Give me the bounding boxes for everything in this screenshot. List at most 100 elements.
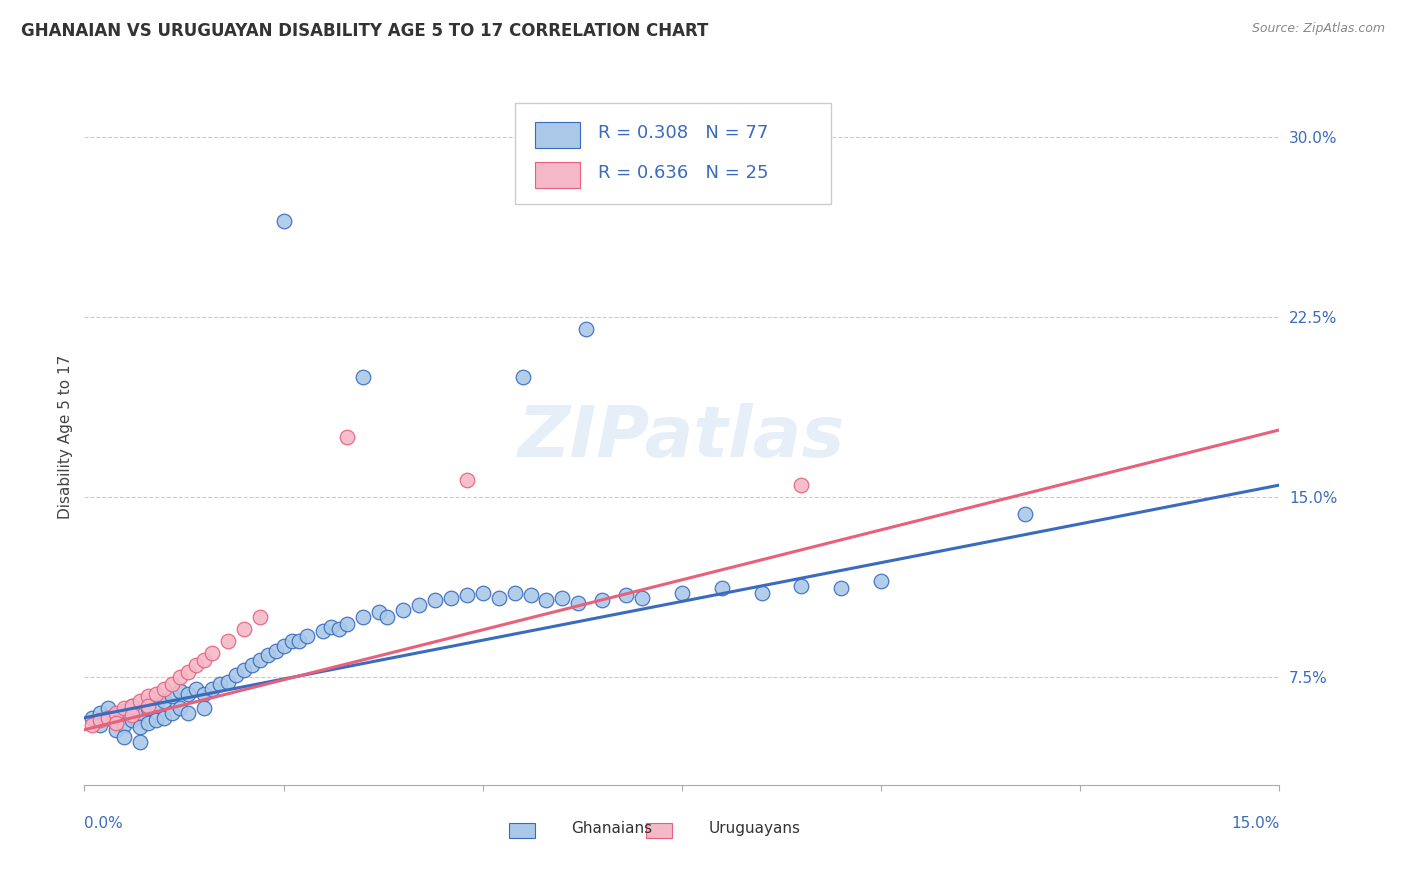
Point bbox=[129, 694, 152, 708]
Point bbox=[249, 610, 271, 624]
Point bbox=[375, 610, 398, 624]
Point bbox=[321, 619, 343, 633]
Point bbox=[225, 667, 247, 681]
Point bbox=[153, 711, 176, 725]
Point bbox=[456, 589, 478, 603]
Point bbox=[82, 711, 104, 725]
Point bbox=[328, 622, 350, 636]
Text: 15.0%: 15.0% bbox=[1232, 815, 1279, 830]
Point bbox=[503, 586, 526, 600]
Point bbox=[256, 648, 278, 663]
Point bbox=[614, 589, 637, 603]
Point bbox=[591, 593, 613, 607]
Point bbox=[184, 658, 207, 673]
Point bbox=[129, 706, 152, 720]
Point bbox=[105, 715, 128, 730]
Point bbox=[105, 708, 128, 723]
Point bbox=[456, 473, 478, 487]
Point bbox=[710, 581, 733, 595]
Point bbox=[184, 681, 207, 696]
Y-axis label: Disability Age 5 to 17: Disability Age 5 to 17 bbox=[58, 355, 73, 519]
Point bbox=[240, 658, 263, 673]
Point bbox=[297, 629, 319, 643]
Point bbox=[201, 681, 224, 696]
Point bbox=[82, 718, 104, 732]
Point bbox=[89, 706, 111, 720]
Point bbox=[121, 698, 143, 713]
Point bbox=[169, 701, 191, 715]
Text: R = 0.636   N = 25: R = 0.636 N = 25 bbox=[599, 164, 769, 182]
FancyBboxPatch shape bbox=[534, 122, 581, 148]
Point bbox=[201, 646, 224, 660]
Point bbox=[551, 591, 574, 605]
Point bbox=[273, 639, 295, 653]
Point bbox=[751, 586, 773, 600]
Point bbox=[153, 681, 176, 696]
Point bbox=[97, 711, 120, 725]
Point bbox=[129, 720, 152, 734]
Point bbox=[97, 701, 120, 715]
Point bbox=[423, 593, 446, 607]
FancyBboxPatch shape bbox=[509, 822, 534, 838]
Text: Ghanaians: Ghanaians bbox=[571, 822, 652, 836]
Point bbox=[153, 694, 176, 708]
Point bbox=[288, 634, 311, 648]
Point bbox=[217, 634, 239, 648]
Point bbox=[336, 617, 359, 632]
Point bbox=[519, 589, 541, 603]
Point bbox=[264, 643, 287, 657]
Point bbox=[273, 214, 295, 228]
Point bbox=[169, 684, 191, 698]
Point bbox=[177, 706, 200, 720]
Point bbox=[145, 698, 167, 713]
Point bbox=[631, 591, 654, 605]
Point bbox=[136, 698, 159, 713]
Point bbox=[112, 718, 135, 732]
Point bbox=[440, 591, 463, 605]
Point bbox=[160, 706, 183, 720]
Point bbox=[471, 586, 494, 600]
Point bbox=[208, 677, 231, 691]
Point bbox=[352, 610, 374, 624]
Point bbox=[790, 478, 813, 492]
Point bbox=[105, 715, 128, 730]
Point bbox=[136, 689, 159, 703]
Point bbox=[121, 708, 143, 723]
Point bbox=[312, 624, 335, 639]
Text: 0.0%: 0.0% bbox=[84, 815, 124, 830]
Point bbox=[567, 596, 589, 610]
Text: GHANAIAN VS URUGUAYAN DISABILITY AGE 5 TO 17 CORRELATION CHART: GHANAIAN VS URUGUAYAN DISABILITY AGE 5 T… bbox=[21, 22, 709, 40]
Point bbox=[790, 579, 813, 593]
Point bbox=[105, 706, 128, 720]
Point bbox=[169, 670, 191, 684]
FancyBboxPatch shape bbox=[534, 161, 581, 188]
Point bbox=[193, 687, 215, 701]
Point bbox=[121, 698, 143, 713]
Text: R = 0.308   N = 77: R = 0.308 N = 77 bbox=[599, 124, 769, 142]
Point bbox=[352, 370, 374, 384]
Point bbox=[575, 322, 598, 336]
Point bbox=[193, 701, 215, 715]
Point bbox=[249, 653, 271, 667]
Point bbox=[408, 598, 430, 612]
Point bbox=[1014, 507, 1036, 521]
Point bbox=[112, 701, 135, 715]
Point bbox=[97, 711, 120, 725]
Point bbox=[160, 677, 183, 691]
Point bbox=[392, 603, 415, 617]
Point bbox=[177, 687, 200, 701]
Point bbox=[870, 574, 893, 588]
Point bbox=[336, 430, 359, 444]
Point bbox=[89, 713, 111, 727]
Point bbox=[232, 663, 254, 677]
Text: Uruguayans: Uruguayans bbox=[709, 822, 800, 836]
Point bbox=[121, 713, 143, 727]
Point bbox=[488, 591, 510, 605]
Point bbox=[193, 653, 215, 667]
Point bbox=[145, 687, 167, 701]
Point bbox=[368, 605, 391, 619]
Point bbox=[136, 715, 159, 730]
Point bbox=[830, 581, 852, 595]
Point bbox=[89, 718, 111, 732]
Point bbox=[129, 735, 152, 749]
